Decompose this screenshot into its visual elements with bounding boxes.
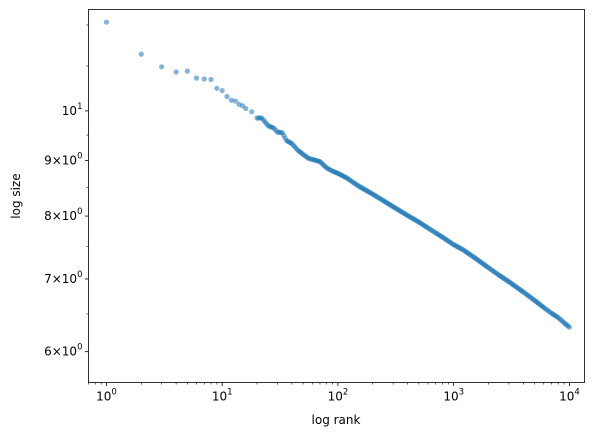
y-axis: 6×100 7×100 8×100 9×100 101 (44, 24, 89, 359)
data-point (249, 109, 255, 115)
data-point (243, 105, 249, 112)
data-point (184, 68, 190, 74)
points-layer (103, 19, 573, 330)
x-tick-label: 103 (443, 388, 464, 404)
data-point (219, 87, 225, 94)
x-tick-label: 102 (328, 388, 349, 404)
data-point (138, 51, 144, 57)
data-point (208, 76, 214, 83)
x-axis-title: log rank (312, 413, 361, 427)
data-point (232, 98, 238, 104)
data-point (201, 76, 207, 82)
plot-frame (88, 9, 585, 383)
y-tick-label: 7×100 (44, 270, 82, 286)
x-axis: 100 101 102 103 104 (88, 382, 580, 404)
data-point (224, 93, 230, 100)
data-point (193, 75, 200, 81)
y-tick-label: 6×100 (44, 343, 82, 359)
data-point (173, 69, 179, 75)
y-tick-label: 8×100 (44, 207, 82, 223)
y-tick-label: 9×100 (44, 152, 82, 168)
data-point (228, 97, 234, 103)
data-point (566, 324, 573, 330)
y-tick-label: 101 (62, 102, 83, 118)
data-point (214, 85, 220, 91)
x-tick-label: 104 (559, 388, 580, 404)
data-point (103, 19, 110, 25)
x-tick-label: 100 (96, 388, 117, 404)
data-point (159, 64, 165, 70)
x-tick-label: 101 (212, 388, 233, 404)
y-axis-title: log size (9, 173, 23, 218)
